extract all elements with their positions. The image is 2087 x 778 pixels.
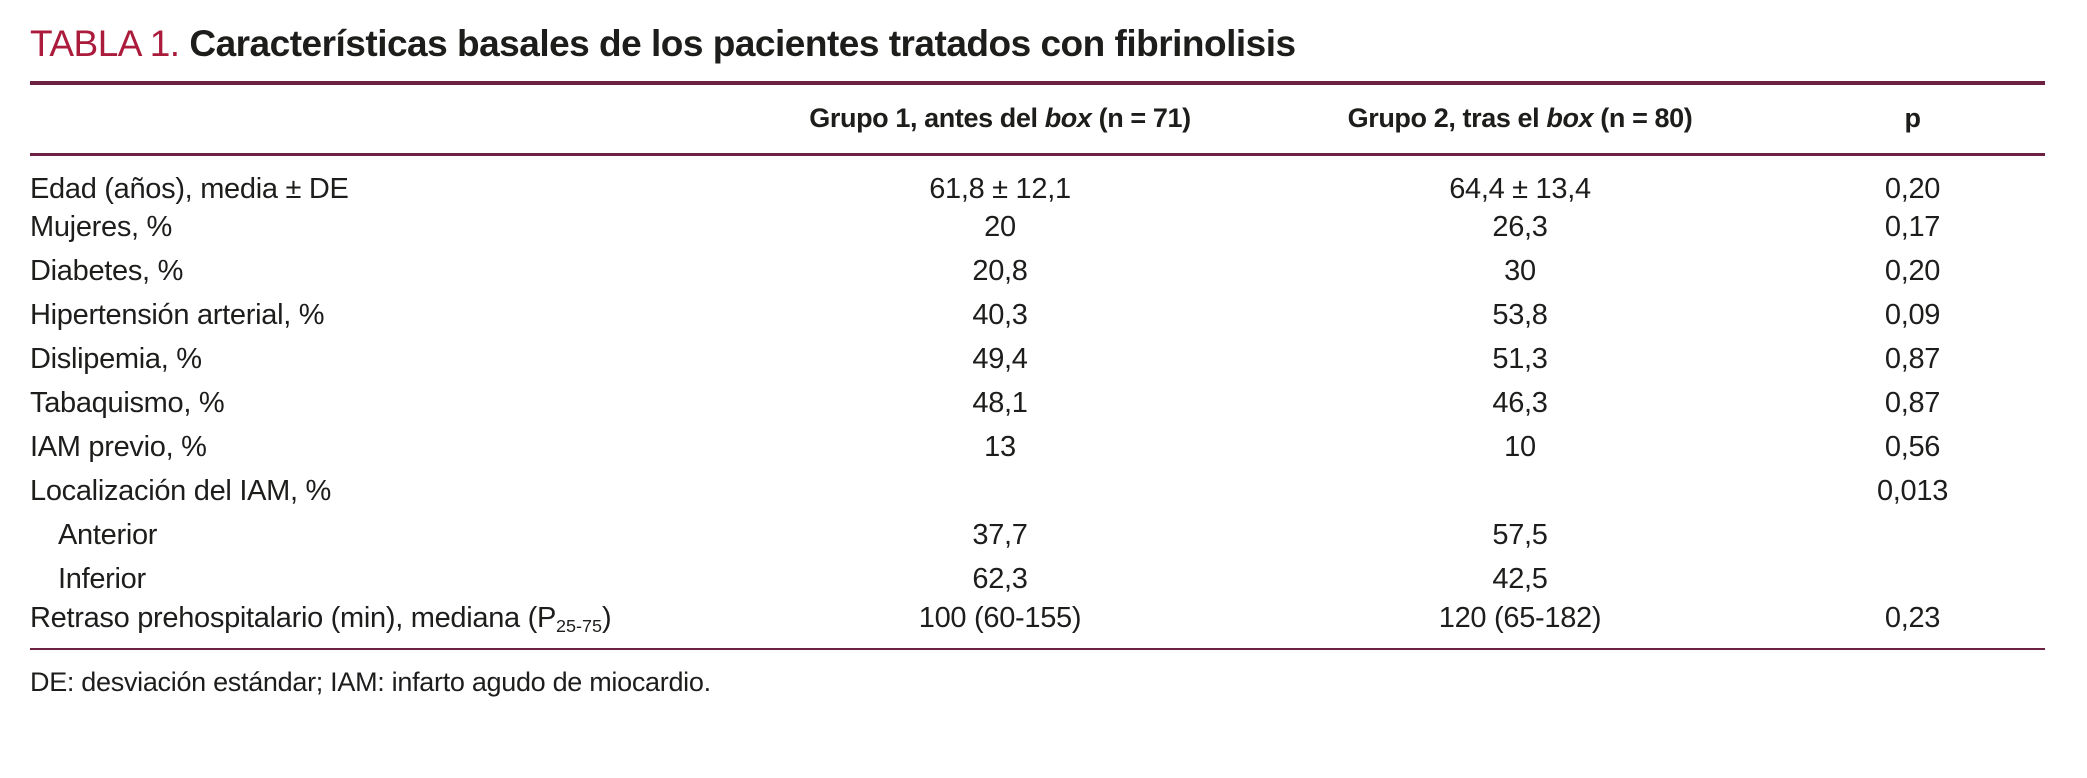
value-p: 0,17 [1884,211,1941,243]
value-grupo2: 26,3 [1492,211,1548,243]
table-figure: TABLA 1. Características basales de los … [30,24,2045,698]
row-label: Anterior [58,519,158,551]
value-grupo2: 46,3 [1492,387,1548,419]
col-header-grupo1-italic: box [1044,103,1092,134]
table-row: Retraso prehospitalario (min), mediana (… [30,602,2045,649]
value-grupo1: 20 [984,211,1016,243]
value-p: 0,20 [1884,172,1941,205]
value-p: 0,56 [1884,431,1941,463]
col-header-grupo1-text: Grupo 1, antes del [809,103,1045,134]
percentile-subscript: 25-75 [556,615,603,636]
value-grupo2: 51,3 [1492,343,1548,375]
value-p: 0,013 [1876,475,1949,507]
value-grupo1: 100 (60-155) [918,601,1082,634]
value-grupo1: 48,1 [972,387,1028,419]
col-header-grupo2-text: Grupo 2, tras el [1347,103,1547,134]
value-grupo2: 57,5 [1492,519,1548,551]
table-row: Mujeres, % 20 26,3 0,17 [30,206,2045,250]
col-header-grupo2: Grupo 2, tras el box (n = 80) [1260,83,1780,156]
row-label: Hipertensión arterial, % [30,299,325,331]
value-grupo2: 42,5 [1492,563,1548,595]
table-title: TABLA 1. Características basales de los … [30,24,2045,64]
value-p: 0,87 [1884,343,1941,375]
value-p: 0,23 [1884,601,1941,634]
value-grupo2: 10 [1504,431,1536,463]
row-label: IAM previo, % [30,431,207,463]
row-label: Edad (años), media ± DE [30,172,349,205]
value-grupo2 [1260,470,1780,514]
table-row: Dislipemia, % 49,4 51,3 0,87 [30,338,2045,382]
value-grupo2: 64,4 ± 13,4 [1449,172,1591,205]
value-grupo1: 37,7 [972,519,1028,551]
value-grupo1: 61,8 ± 12,1 [929,172,1071,205]
col-header-grupo2-n: (n = 80) [1593,103,1693,134]
table-header: Grupo 1, antes del box (n = 71) Grupo 2,… [30,83,2045,156]
table-row: Tabaquismo, % 48,1 46,3 0,87 [30,382,2045,426]
header-row: Grupo 1, antes del box (n = 71) Grupo 2,… [30,83,2045,156]
table-body: Edad (años), media ± DE 61,8 ± 12,1 64,4 ±… [30,154,2045,649]
row-label: Diabetes, % [30,255,184,287]
table-caption: Características basales de los pacientes… [189,23,1296,64]
row-label: Dislipemia, % [30,343,202,375]
table-row: Edad (años), media ± DE 61,8 ± 12,1 64,4 ±… [30,154,2045,206]
table-row: Hipertensión arterial, % 40,3 53,8 0,09 [30,294,2045,338]
col-header-p: p [1780,83,2045,156]
value-grupo1: 62,3 [972,563,1028,595]
row-label: Inferior [58,563,146,595]
row-label: Mujeres, % [30,211,173,243]
value-grupo2: 30 [1504,255,1536,287]
row-label: Localización del IAM, % [30,475,331,507]
col-header-grupo1: Grupo 1, antes del box (n = 71) [740,83,1260,156]
value-grupo1: 13 [984,431,1016,463]
value-grupo1: 20,8 [972,255,1028,287]
table-row: Diabetes, % 20,8 30 0,20 [30,250,2045,294]
value-p: 0,87 [1884,387,1941,419]
value-grupo1 [740,470,1260,514]
col-header-grupo1-n: (n = 71) [1091,103,1191,134]
value-p [1780,514,2045,558]
baseline-characteristics-table: Grupo 1, antes del box (n = 71) Grupo 2,… [30,81,2045,650]
value-p [1780,558,2045,602]
col-header-variable [30,83,740,156]
table-number: TABLA 1. [30,23,180,64]
value-grupo1: 40,3 [972,299,1028,331]
table-row: Inferior 62,3 42,5 [30,558,2045,602]
table-row: Anterior 37,7 57,5 [30,514,2045,558]
value-grupo2: 120 (65-182) [1438,601,1602,634]
row-label: Retraso prehospitalario (min), mediana (… [30,601,612,636]
value-p: 0,09 [1884,299,1941,331]
value-grupo1: 49,4 [972,343,1028,375]
value-grupo2: 53,8 [1492,299,1548,331]
row-label: Tabaquismo, % [30,387,225,419]
table-footnote: DE: desviación estándar; IAM: infarto ag… [30,666,711,697]
col-header-grupo2-italic: box [1546,103,1594,134]
table-row: IAM previo, % 13 10 0,56 [30,426,2045,470]
value-p: 0,20 [1884,255,1941,287]
table-row: Localización del IAM, % 0,013 [30,470,2045,514]
